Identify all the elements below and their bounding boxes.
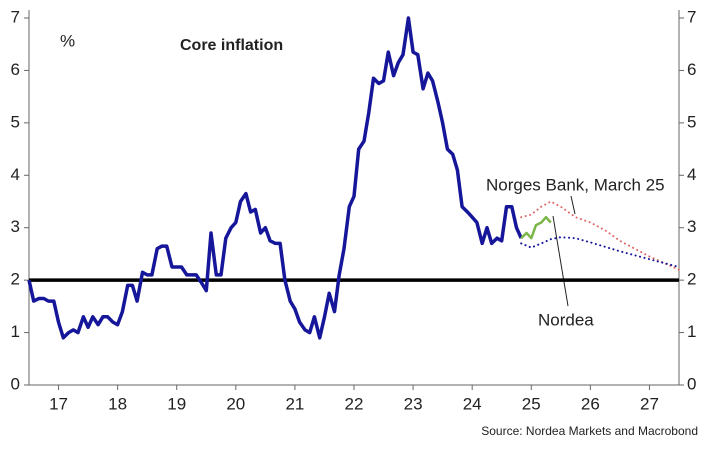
x-tick-label: 21: [285, 394, 304, 413]
y2-tick-label: 5: [687, 112, 696, 131]
chart-title: Core inflation: [180, 37, 283, 54]
x-tick-label: 24: [463, 394, 482, 413]
y2-tick-label: 1: [687, 322, 696, 341]
x-tick-label: 19: [167, 394, 186, 413]
x-tick-label: 23: [404, 394, 423, 413]
y-tick-label: 7: [11, 7, 20, 26]
y-tick-label: 0: [11, 374, 20, 393]
series-line: [520, 215, 552, 240]
x-tick-label: 22: [345, 394, 364, 413]
y2-tick-label: 2: [687, 270, 696, 289]
pointer: [552, 215, 569, 307]
x-tick-label: 26: [581, 394, 600, 413]
x-tick-label: 20: [226, 394, 245, 413]
x-tick-label: 25: [522, 394, 541, 413]
series-line: [27, 16, 523, 340]
series-line: [520, 200, 680, 271]
series-line: [520, 236, 680, 268]
annotation: Nordea: [538, 310, 594, 329]
y2-tick-label: 7: [687, 7, 696, 26]
x-tick-label: 27: [640, 394, 659, 413]
annotation: Norges Bank, March 25: [486, 175, 665, 194]
y2-tick-label: 0: [687, 374, 696, 393]
x-tick-label: 18: [108, 394, 127, 413]
source: Source: Nordea Markets and Macrobond: [481, 424, 698, 438]
y-tick-label: 2: [11, 270, 20, 289]
x-tick-label: 17: [49, 394, 68, 413]
y-tick-label: 1: [11, 322, 20, 341]
y-unit: %: [60, 31, 75, 50]
pointer: [570, 195, 576, 215]
y-tick-label: 6: [11, 60, 20, 79]
y2-tick-label: 3: [687, 217, 696, 236]
y-tick-label: 4: [11, 165, 20, 184]
y-tick-label: 3: [11, 217, 20, 236]
y2-tick-label: 4: [687, 165, 696, 184]
y2-tick-label: 6: [687, 60, 696, 79]
y-tick-label: 5: [11, 112, 20, 131]
